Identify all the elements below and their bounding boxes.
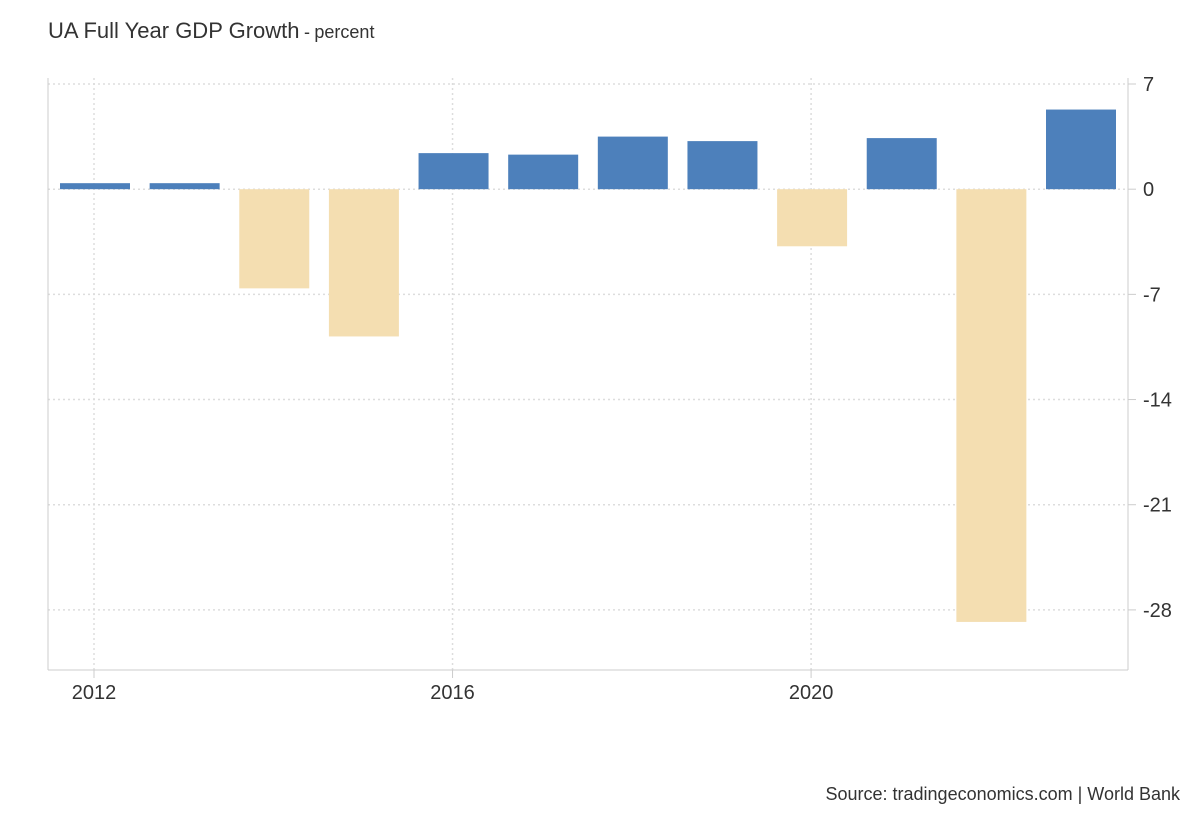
bar	[597, 136, 668, 190]
chart-title-separator: -	[303, 22, 310, 42]
bar	[60, 183, 130, 190]
bar	[777, 189, 848, 247]
bar	[687, 141, 758, 190]
y-tick-label: 7	[1143, 74, 1154, 96]
y-tick-label: 0	[1143, 179, 1154, 201]
tick-labels: 7 0 -7 -14 -21 -28 2012 2016 2020	[72, 74, 1172, 704]
chart-subtitle: percent	[314, 22, 375, 42]
grid-lines	[48, 78, 1128, 670]
y-tick-label: -28	[1143, 600, 1172, 622]
bar	[328, 189, 399, 337]
bar	[418, 153, 489, 190]
source-credit: Source: tradingeconomics.com | World Ban…	[825, 784, 1181, 804]
x-tick-label: 2020	[789, 682, 834, 704]
bar	[508, 154, 579, 190]
bar	[239, 189, 310, 289]
bar	[1046, 109, 1116, 190]
bars	[60, 109, 1116, 622]
bar	[956, 189, 1027, 622]
y-tick-label: -7	[1143, 284, 1161, 306]
axes	[47, 78, 1136, 678]
x-tick-label: 2016	[430, 682, 475, 704]
bar	[149, 183, 220, 190]
x-tick-label: 2012	[72, 682, 117, 704]
chart-title-row: UA Full Year GDP Growth - percent	[48, 18, 374, 44]
chart-title: UA Full Year GDP Growth	[48, 18, 300, 43]
bar	[866, 138, 937, 190]
y-tick-label: -21	[1143, 495, 1172, 517]
y-tick-label: -14	[1143, 390, 1172, 412]
